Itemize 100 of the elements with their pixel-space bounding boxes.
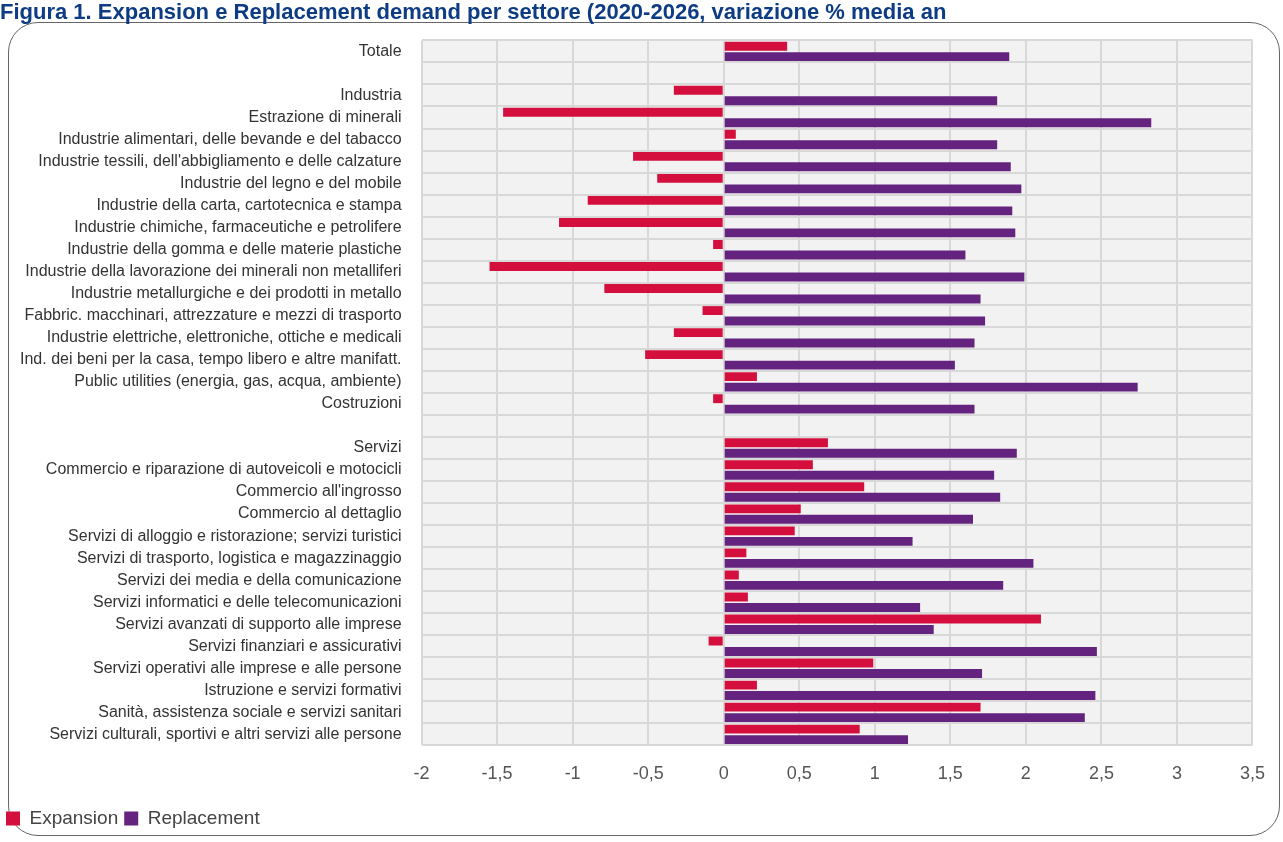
x-tick-label: -1,5 <box>481 763 513 784</box>
y-tick-label: Industrie della lavorazione dei minerali non metalliferi <box>25 262 402 280</box>
bar <box>724 316 986 326</box>
bar <box>724 735 909 745</box>
bar <box>724 404 975 414</box>
legend-label: Replacement <box>147 806 261 828</box>
bar <box>724 438 828 448</box>
x-tick-label: 0,5 <box>786 763 812 784</box>
bar <box>724 96 998 106</box>
y-tick-label: Servizi <box>353 438 402 456</box>
bar <box>724 294 981 304</box>
x-tick-label: 3 <box>1171 763 1182 784</box>
bar <box>724 228 1016 238</box>
bar <box>633 151 723 161</box>
bar <box>724 184 1022 194</box>
y-tick-label: Servizi finanziari e assicurativi <box>188 636 402 654</box>
bar <box>724 669 983 678</box>
bar <box>724 129 736 139</box>
x-tick-label: 3,5 <box>1239 763 1265 784</box>
bar <box>724 52 1010 62</box>
y-tick-label: Servizi dei media e della comunicazione <box>116 570 402 588</box>
y-tick-label: Industrie della carta, cartotecnica e stampa <box>96 196 402 214</box>
y-tick-label: Commercio e riparazione di autoveicoli e motocicli <box>45 460 402 478</box>
bar <box>702 306 723 316</box>
bar <box>724 614 1041 624</box>
bar <box>724 625 934 634</box>
x-tick-label: 1,5 <box>937 763 963 784</box>
y-tick-label: Industrie metallurgiche e dei prodotti in metallo <box>70 284 402 302</box>
y-tick-label: Servizi avanzati di supporto alle imprese <box>115 614 402 632</box>
y-tick-label: Industrie della gomma e delle materie plastiche <box>67 240 402 258</box>
y-tick-label: Servizi operativi alle imprese e alle persone <box>92 658 402 676</box>
bar <box>724 680 757 690</box>
bar <box>587 195 723 205</box>
bar <box>724 470 995 480</box>
y-tick-label: Industrie alimentari, delle bevande e del tabacco <box>58 129 402 147</box>
bar <box>713 394 723 404</box>
y-tick-label: Industrie tessili, dell'abbigliamento e delle calzature <box>38 151 402 169</box>
bar <box>724 118 1152 128</box>
y-tick-label: Servizi di alloggio e ristorazione; servizi turistici <box>68 526 402 544</box>
bar <box>724 536 913 546</box>
x-tick-label: 2 <box>1020 763 1031 784</box>
bar <box>724 492 1001 502</box>
bar <box>724 360 955 370</box>
bar <box>645 350 723 360</box>
bar <box>724 482 865 492</box>
bar <box>724 514 973 524</box>
y-tick-label: Commercio al dettaglio <box>237 504 402 522</box>
bar <box>724 272 1025 282</box>
y-tick-label: Ind. dei beni per la casa, tempo libero e altre manifatt. <box>20 350 402 368</box>
bar <box>724 206 1013 216</box>
bar <box>724 372 757 382</box>
bar <box>724 526 795 536</box>
y-tick-label: Fabbric. macchinari, attrezzature e mezzi di trasporto <box>24 306 402 324</box>
bar <box>724 140 998 150</box>
bar <box>724 382 1138 392</box>
x-tick-label: -0,5 <box>632 763 664 784</box>
x-tick-label: -2 <box>413 763 430 784</box>
bar <box>724 602 921 612</box>
bar <box>724 250 966 260</box>
x-tick-label: 2,5 <box>1088 763 1114 784</box>
bar <box>724 338 975 348</box>
bar <box>489 262 723 271</box>
bar <box>673 85 723 95</box>
y-tick-label: Public utilities (energia, gas, acqua, ambiente) <box>74 372 402 390</box>
bar <box>724 558 1034 568</box>
bar <box>724 460 813 470</box>
y-tick-label: Industria <box>340 85 402 103</box>
bar <box>724 647 1097 656</box>
y-tick-label: Estrazione di minerali <box>248 107 402 125</box>
y-tick-label: Sanità, assistenza sociale e servizi sanitari <box>98 702 402 720</box>
y-tick-label: Industrie del legno e del mobile <box>180 174 402 192</box>
bar <box>724 658 874 668</box>
y-tick-label: Totale <box>358 41 402 59</box>
y-tick-label: Servizi di trasporto, logistica e magazzinaggio <box>76 548 402 566</box>
bar <box>724 504 801 514</box>
y-tick-label: Commercio all'ingrosso <box>235 482 402 500</box>
x-tick-label: -1 <box>564 763 581 784</box>
legend-label: Expansion <box>29 806 119 828</box>
y-tick-label: Servizi culturali, sportivi e altri servizi alle persone <box>49 724 402 742</box>
bar <box>724 162 1011 172</box>
x-tick-label: 1 <box>869 763 880 784</box>
bar <box>724 448 1017 458</box>
bar <box>724 713 1085 723</box>
bar <box>724 41 788 51</box>
x-tick-label: 0 <box>718 763 729 784</box>
bar <box>503 107 723 117</box>
y-tick-label: Istruzione e servizi formativi <box>204 680 402 698</box>
bar <box>724 580 1004 590</box>
bar <box>724 724 860 734</box>
y-tick-label: Industrie elettriche, elettroniche, ottiche e medicali <box>46 328 402 346</box>
bar <box>724 702 981 712</box>
bar <box>724 570 739 580</box>
y-tick-label: Industrie chimiche, farmaceutiche e petrolifere <box>74 218 402 236</box>
chart-title: Figura 1. Expansion e Replacement demand per settore (2020-2026, variazione % media an <box>0 0 947 25</box>
bar <box>559 217 723 227</box>
bar <box>657 173 723 183</box>
bar <box>724 691 1096 700</box>
bar <box>724 548 747 558</box>
y-tick-label: Costruzioni <box>321 394 402 412</box>
bar <box>673 328 723 338</box>
